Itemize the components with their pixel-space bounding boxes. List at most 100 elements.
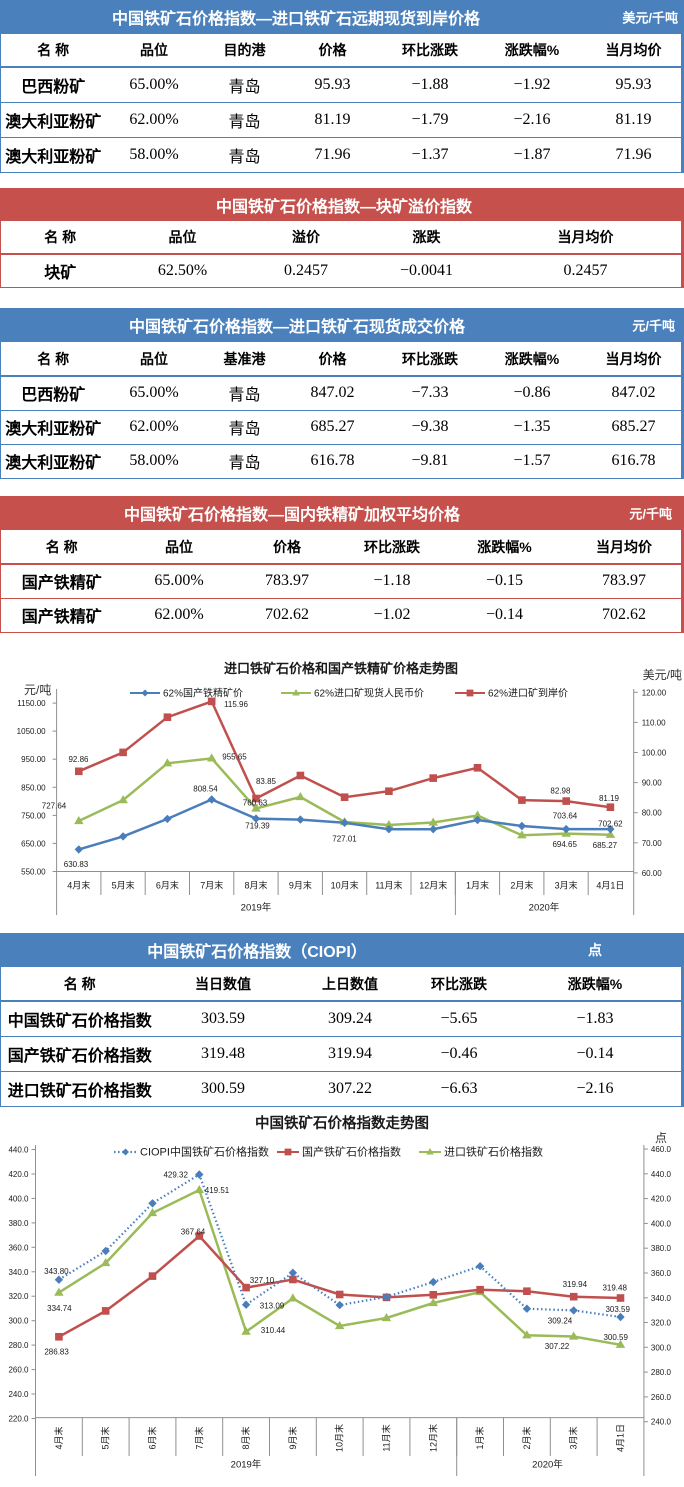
svg-text:4月1日: 4月1日: [616, 1424, 626, 1452]
svg-text:300.0: 300.0: [8, 1317, 29, 1326]
svg-text:694.65: 694.65: [552, 840, 577, 849]
svg-text:2月末: 2月末: [510, 880, 533, 891]
svg-text:280.0: 280.0: [651, 1368, 672, 1377]
svg-text:3月末: 3月末: [555, 880, 578, 891]
svg-text:进口铁矿石价格指数: 进口铁矿石价格指数: [444, 1145, 543, 1159]
svg-text:中国铁矿石价格指数走势图: 中国铁矿石价格指数走势图: [255, 1114, 429, 1132]
svg-text:300.0: 300.0: [651, 1343, 672, 1352]
svg-text:319.94: 319.94: [563, 1280, 588, 1289]
svg-text:380.0: 380.0: [651, 1244, 672, 1253]
svg-text:6月末: 6月末: [147, 1426, 158, 1449]
svg-text:5月末: 5月末: [112, 880, 135, 891]
svg-text:360.0: 360.0: [651, 1269, 672, 1278]
svg-text:100.00: 100.00: [642, 749, 667, 758]
svg-text:元/吨: 元/吨: [24, 683, 51, 697]
svg-text:340.0: 340.0: [8, 1268, 29, 1277]
svg-text:60.00: 60.00: [642, 869, 663, 878]
svg-text:90.00: 90.00: [642, 779, 663, 788]
svg-text:343.80: 343.80: [44, 1267, 69, 1276]
svg-text:1050.00: 1050.00: [17, 727, 46, 736]
svg-text:440.0: 440.0: [8, 1146, 29, 1155]
svg-text:4月末: 4月末: [53, 1426, 64, 1449]
svg-text:307.22: 307.22: [545, 1342, 570, 1351]
svg-text:7月末: 7月末: [193, 1426, 204, 1449]
svg-text:650.00: 650.00: [21, 839, 46, 848]
svg-text:429.32: 429.32: [163, 1171, 188, 1180]
svg-text:750.00: 750.00: [21, 811, 46, 820]
svg-text:719.39: 719.39: [245, 821, 270, 830]
svg-text:2020年: 2020年: [532, 1459, 563, 1471]
svg-text:313.09: 313.09: [260, 1301, 285, 1310]
svg-text:2019年: 2019年: [241, 902, 272, 914]
svg-text:319.48: 319.48: [602, 1283, 627, 1292]
svg-text:11月末: 11月末: [375, 880, 402, 891]
svg-text:340.0: 340.0: [651, 1294, 672, 1303]
svg-text:11月末: 11月末: [381, 1424, 392, 1451]
svg-text:4月末: 4月末: [67, 880, 90, 891]
svg-text:380.0: 380.0: [8, 1219, 29, 1228]
svg-text:360.0: 360.0: [8, 1243, 29, 1252]
svg-text:62%进口矿现货人民币价: 62%进口矿现货人民币价: [314, 687, 424, 700]
svg-text:1月末: 1月末: [474, 1426, 485, 1449]
svg-text:7月末: 7月末: [200, 880, 223, 891]
svg-text:2020年: 2020年: [529, 902, 560, 914]
svg-text:419.51: 419.51: [205, 1186, 230, 1195]
svg-text:70.00: 70.00: [642, 839, 663, 848]
svg-text:320.0: 320.0: [651, 1319, 672, 1328]
svg-text:120.00: 120.00: [642, 688, 667, 697]
svg-text:460.0: 460.0: [651, 1145, 672, 1154]
svg-text:美元/吨: 美元/吨: [643, 668, 682, 682]
svg-text:92.86: 92.86: [68, 755, 89, 764]
svg-text:点: 点: [655, 1131, 667, 1145]
svg-text:334.74: 334.74: [47, 1304, 72, 1313]
svg-text:850.00: 850.00: [21, 783, 46, 792]
svg-text:62%进口矿到岸价: 62%进口矿到岸价: [488, 687, 568, 700]
svg-text:808.54: 808.54: [193, 784, 218, 793]
svg-text:727.01: 727.01: [332, 834, 357, 843]
svg-text:110.00: 110.00: [642, 718, 666, 727]
svg-text:CIOPI中国铁矿石价格指数: CIOPI中国铁矿石价格指数: [140, 1145, 269, 1159]
svg-text:1150.00: 1150.00: [17, 699, 46, 708]
svg-text:280.0: 280.0: [8, 1341, 29, 1350]
svg-text:400.0: 400.0: [651, 1219, 672, 1228]
svg-text:2月末: 2月末: [521, 1426, 532, 1449]
svg-text:955.65: 955.65: [222, 752, 247, 761]
svg-text:8月末: 8月末: [244, 880, 267, 891]
svg-text:630.83: 630.83: [64, 860, 89, 869]
svg-text:260.0: 260.0: [8, 1366, 29, 1375]
svg-text:550.00: 550.00: [21, 868, 46, 877]
svg-text:300.59: 300.59: [603, 1333, 628, 1342]
svg-text:12月末: 12月末: [419, 880, 447, 891]
svg-text:5月末: 5月末: [100, 1426, 111, 1449]
svg-text:进口铁矿石价格和国产铁精矿价格走势图: 进口铁矿石价格和国产铁精矿价格走势图: [224, 661, 458, 676]
svg-text:80.00: 80.00: [642, 809, 663, 818]
svg-text:420.0: 420.0: [8, 1170, 29, 1179]
svg-text:2019年: 2019年: [231, 1459, 262, 1471]
svg-text:9月末: 9月末: [289, 880, 312, 891]
svg-text:760.63: 760.63: [243, 798, 268, 807]
svg-text:10月末: 10月末: [331, 880, 359, 891]
svg-text:62%国产铁精矿价: 62%国产铁精矿价: [163, 687, 243, 700]
svg-text:240.0: 240.0: [651, 1418, 672, 1427]
svg-text:4月1日: 4月1日: [596, 881, 624, 891]
svg-text:420.0: 420.0: [651, 1195, 672, 1204]
svg-text:6月末: 6月末: [156, 880, 179, 891]
svg-text:950.00: 950.00: [21, 755, 46, 764]
svg-text:3月末: 3月末: [568, 1426, 579, 1449]
svg-text:702.62: 702.62: [598, 819, 623, 828]
svg-text:1月末: 1月末: [466, 880, 489, 891]
svg-text:8月末: 8月末: [240, 1426, 251, 1449]
svg-text:115.96: 115.96: [224, 700, 248, 709]
svg-text:400.0: 400.0: [8, 1194, 29, 1203]
svg-text:367.64: 367.64: [181, 1227, 206, 1236]
svg-text:286.83: 286.83: [44, 1348, 69, 1357]
svg-text:10月末: 10月末: [334, 1424, 345, 1452]
svg-text:220.0: 220.0: [8, 1415, 29, 1424]
svg-text:9月末: 9月末: [287, 1426, 298, 1449]
svg-text:303.59: 303.59: [605, 1305, 630, 1314]
svg-text:国产铁矿石价格指数: 国产铁矿石价格指数: [302, 1145, 401, 1159]
svg-text:82.98: 82.98: [550, 787, 571, 796]
svg-text:327.10: 327.10: [250, 1276, 275, 1285]
svg-text:310.44: 310.44: [261, 1326, 286, 1335]
svg-text:703.64: 703.64: [553, 812, 578, 821]
